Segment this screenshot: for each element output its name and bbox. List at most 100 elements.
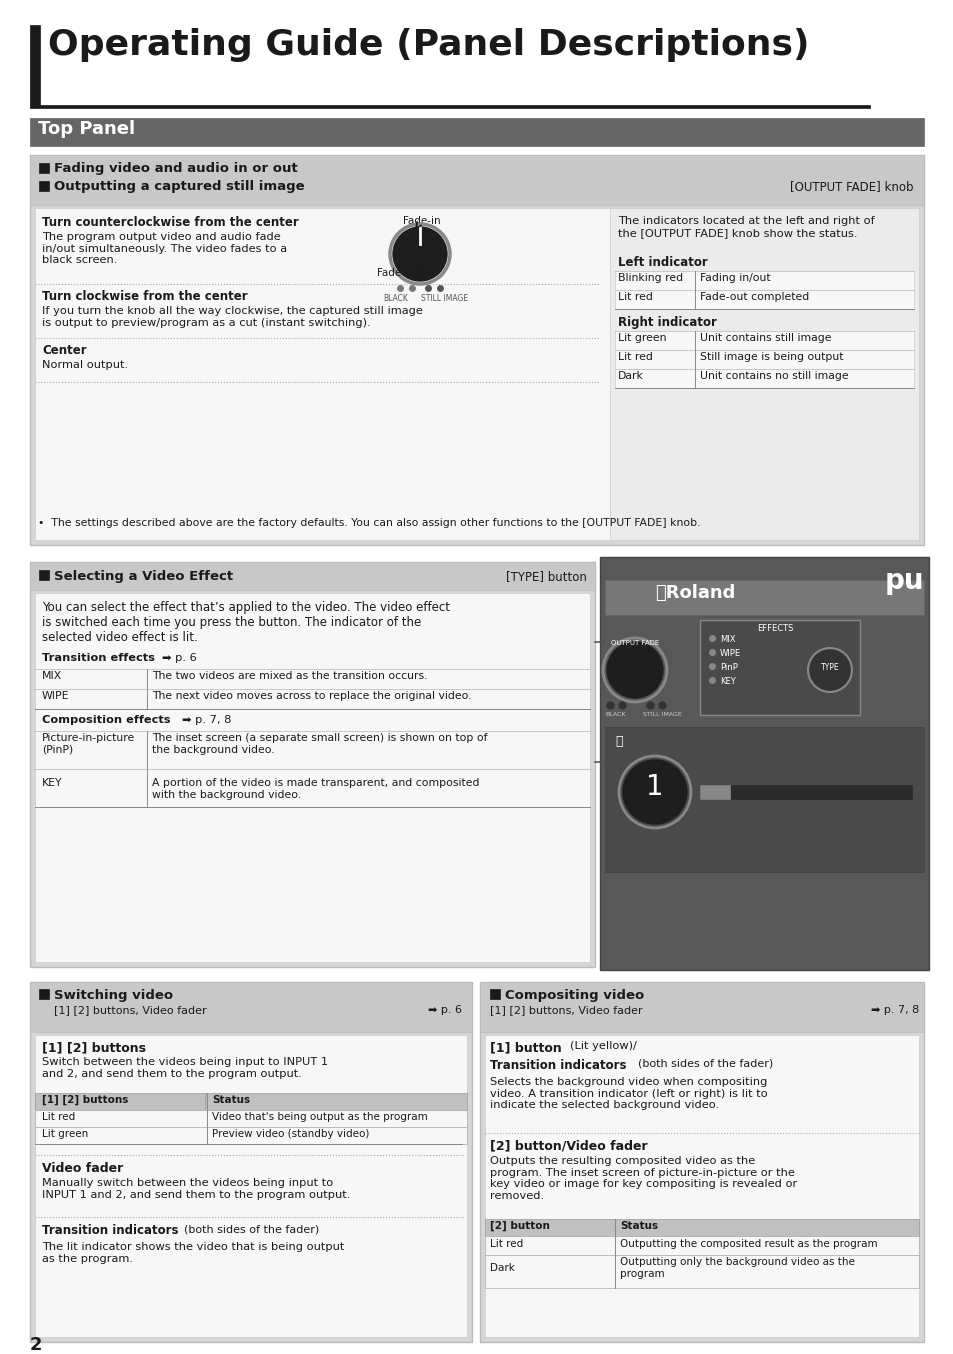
Text: EFFECTS: EFFECTS [756, 624, 792, 634]
Bar [615, 349, 913, 370]
Circle shape [606, 642, 662, 699]
Text: Status: Status [619, 1221, 658, 1231]
Bar [615, 271, 913, 290]
Bar [35, 593, 589, 961]
Text: Lit green: Lit green [618, 333, 666, 343]
Text: Status: Status [212, 1095, 250, 1105]
Bar [484, 1034, 918, 1336]
Text: Fade-out completed: Fade-out completed [700, 292, 808, 302]
Bar [479, 982, 923, 1342]
Text: Dark: Dark [618, 371, 643, 380]
Bar [30, 118, 923, 146]
Text: Turn counterclockwise from the center: Turn counterclockwise from the center [42, 217, 298, 229]
Text: Transition indicators: Transition indicators [42, 1224, 182, 1238]
Bar [615, 370, 913, 389]
Text: Transition effects: Transition effects [42, 653, 159, 663]
Bar [35, 1127, 467, 1144]
Text: Video fader: Video fader [42, 1162, 123, 1175]
Text: [2] button/Video fader: [2] button/Video fader [490, 1139, 647, 1152]
Bar [599, 556, 928, 969]
Text: Lit green: Lit green [42, 1129, 89, 1139]
Text: Outputting a captured still image: Outputting a captured still image [54, 180, 304, 194]
Text: ➡ p. 6: ➡ p. 6 [162, 653, 196, 663]
Text: Selecting a Video Effect: Selecting a Video Effect [54, 570, 233, 584]
Text: Outputs the resulting composited video as the
program. The inset screen of pictu: Outputs the resulting composited video a… [490, 1156, 797, 1201]
Text: Center: Center [42, 344, 87, 357]
Bar [30, 562, 595, 967]
Bar [484, 1236, 918, 1255]
Bar [30, 982, 472, 1342]
Bar [700, 785, 729, 799]
Text: MIX: MIX [42, 672, 62, 681]
Text: The next video moves across to replace the original video.: The next video moves across to replace t… [152, 691, 471, 701]
Bar [700, 785, 911, 799]
Text: Composition effects: Composition effects [42, 715, 174, 724]
Text: The lit indicator shows the video that is being output
as the program.: The lit indicator shows the video that i… [42, 1242, 344, 1263]
Text: KEY: KEY [720, 677, 735, 686]
Text: A portion of the video is made transparent, and composited
with the background v: A portion of the video is made transpare… [152, 779, 479, 800]
Text: pu: pu [883, 567, 923, 594]
Text: Normal output.: Normal output. [42, 360, 128, 370]
Text: Outputting only the background video as the
program: Outputting only the background video as … [619, 1257, 854, 1278]
Text: Fading in/out: Fading in/out [700, 274, 770, 283]
Bar [490, 988, 499, 999]
Text: Blinking red: Blinking red [618, 274, 682, 283]
Text: WIPE: WIPE [720, 649, 740, 658]
Text: [OUTPUT FADE] knob: [OUTPUT FADE] knob [790, 180, 913, 194]
Bar [30, 106, 869, 108]
Text: ➡ p. 7, 8: ➡ p. 7, 8 [182, 715, 232, 724]
Text: (both sides of the fader): (both sides of the fader) [638, 1059, 773, 1070]
Bar [35, 1034, 467, 1336]
Text: Lit red: Lit red [618, 292, 652, 302]
Text: [2] button: [2] button [490, 1221, 549, 1231]
Bar [35, 1093, 205, 1110]
Bar [205, 1093, 467, 1110]
Text: TYPE: TYPE [820, 662, 839, 672]
Text: 2: 2 [30, 1336, 43, 1354]
Text: The program output video and audio fade
in/out simultaneously. The video fades t: The program output video and audio fade … [42, 232, 287, 265]
Text: •  The settings described above are the factory defaults. You can also assign ot: • The settings described above are the f… [38, 519, 700, 528]
Bar [30, 982, 472, 1032]
Text: ⏮: ⏮ [615, 735, 622, 747]
Text: ➡ p. 7, 8: ➡ p. 7, 8 [870, 1005, 918, 1016]
Text: MIX: MIX [720, 635, 735, 645]
Text: Selects the background video when compositing
video. A transition indicator (lef: Selects the background video when compos… [490, 1076, 767, 1110]
Text: STILL IMAGE: STILL IMAGE [642, 712, 681, 718]
Bar [615, 1219, 918, 1236]
Circle shape [809, 650, 849, 691]
Text: [1] [2] buttons: [1] [2] buttons [42, 1041, 146, 1053]
Bar [484, 1255, 918, 1288]
Bar [35, 669, 589, 689]
Text: Fading video and audio in or out: Fading video and audio in or out [54, 162, 297, 175]
Bar [30, 154, 923, 204]
Text: PinP: PinP [720, 663, 737, 672]
Text: ⓇRoland: ⓇRoland [655, 584, 735, 603]
Bar [39, 988, 49, 999]
Text: Picture-in-picture
(PinP): Picture-in-picture (PinP) [42, 733, 135, 754]
Circle shape [622, 760, 686, 825]
Text: Operating Guide (Panel Descriptions): Operating Guide (Panel Descriptions) [48, 28, 809, 62]
Text: Fade-out: Fade-out [376, 268, 422, 278]
Bar [35, 1110, 467, 1127]
Text: WIPE: WIPE [42, 691, 70, 701]
Text: If you turn the knob all the way clockwise, the captured still image
is output t: If you turn the knob all the way clockwi… [42, 306, 422, 328]
Text: Transition indicators: Transition indicators [490, 1059, 630, 1072]
Text: Right indicator: Right indicator [618, 315, 716, 329]
Bar [35, 209, 918, 540]
Bar [30, 24, 40, 106]
Bar [615, 330, 913, 349]
Bar [700, 620, 859, 715]
Text: Lit red: Lit red [490, 1239, 522, 1248]
Text: Compositing video: Compositing video [504, 988, 643, 1002]
Text: KEY: KEY [42, 779, 63, 788]
Text: ➡ p. 6: ➡ p. 6 [428, 1005, 461, 1016]
Text: Lit red: Lit red [42, 1112, 75, 1122]
Bar [39, 162, 49, 173]
Bar [604, 727, 923, 872]
Text: [1] [2] buttons: [1] [2] buttons [42, 1095, 129, 1105]
Text: (both sides of the fader): (both sides of the fader) [184, 1224, 319, 1233]
Text: Unit contains still image: Unit contains still image [700, 333, 831, 343]
Text: Top Panel: Top Panel [38, 121, 135, 138]
Text: BLACK: BLACK [604, 712, 625, 718]
Text: 1: 1 [645, 773, 663, 802]
